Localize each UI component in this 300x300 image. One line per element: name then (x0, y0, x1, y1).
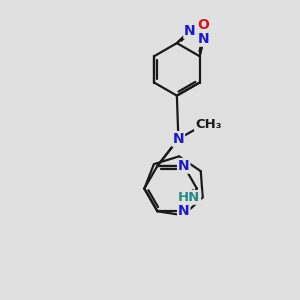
Text: N: N (184, 24, 196, 38)
Text: N: N (178, 159, 190, 173)
Text: N: N (172, 132, 184, 146)
Text: N: N (198, 32, 209, 46)
Text: HN: HN (178, 191, 200, 204)
Text: CH₃: CH₃ (195, 118, 221, 130)
Text: N: N (178, 204, 190, 218)
Text: O: O (197, 18, 208, 32)
